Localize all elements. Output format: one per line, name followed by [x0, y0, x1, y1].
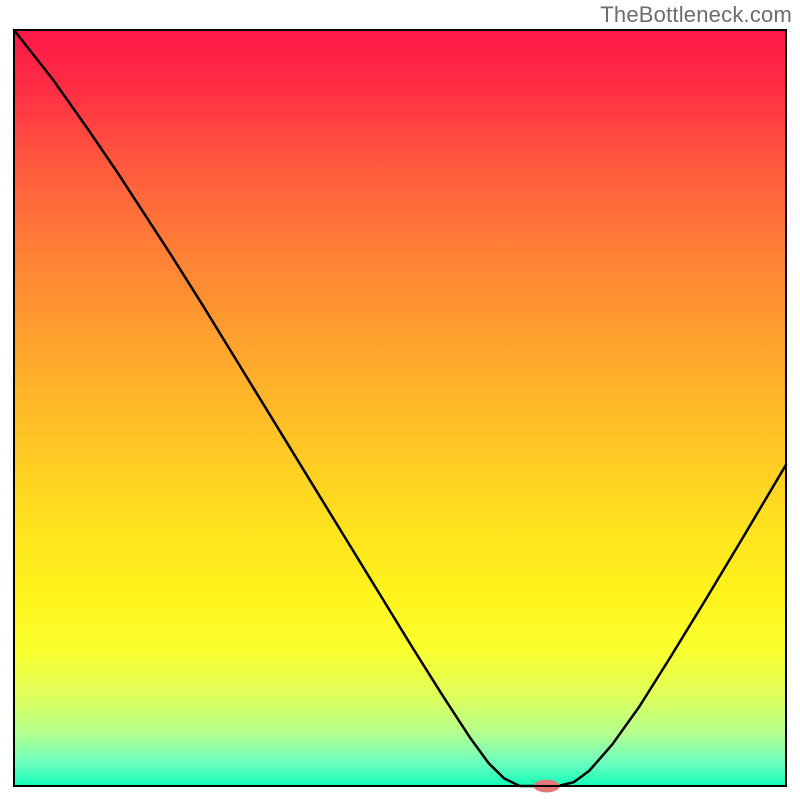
plot-background	[14, 30, 786, 786]
watermark-text: TheBottleneck.com	[600, 2, 792, 28]
bottleneck-chart: TheBottleneck.com	[0, 0, 800, 800]
chart-svg	[0, 0, 800, 800]
